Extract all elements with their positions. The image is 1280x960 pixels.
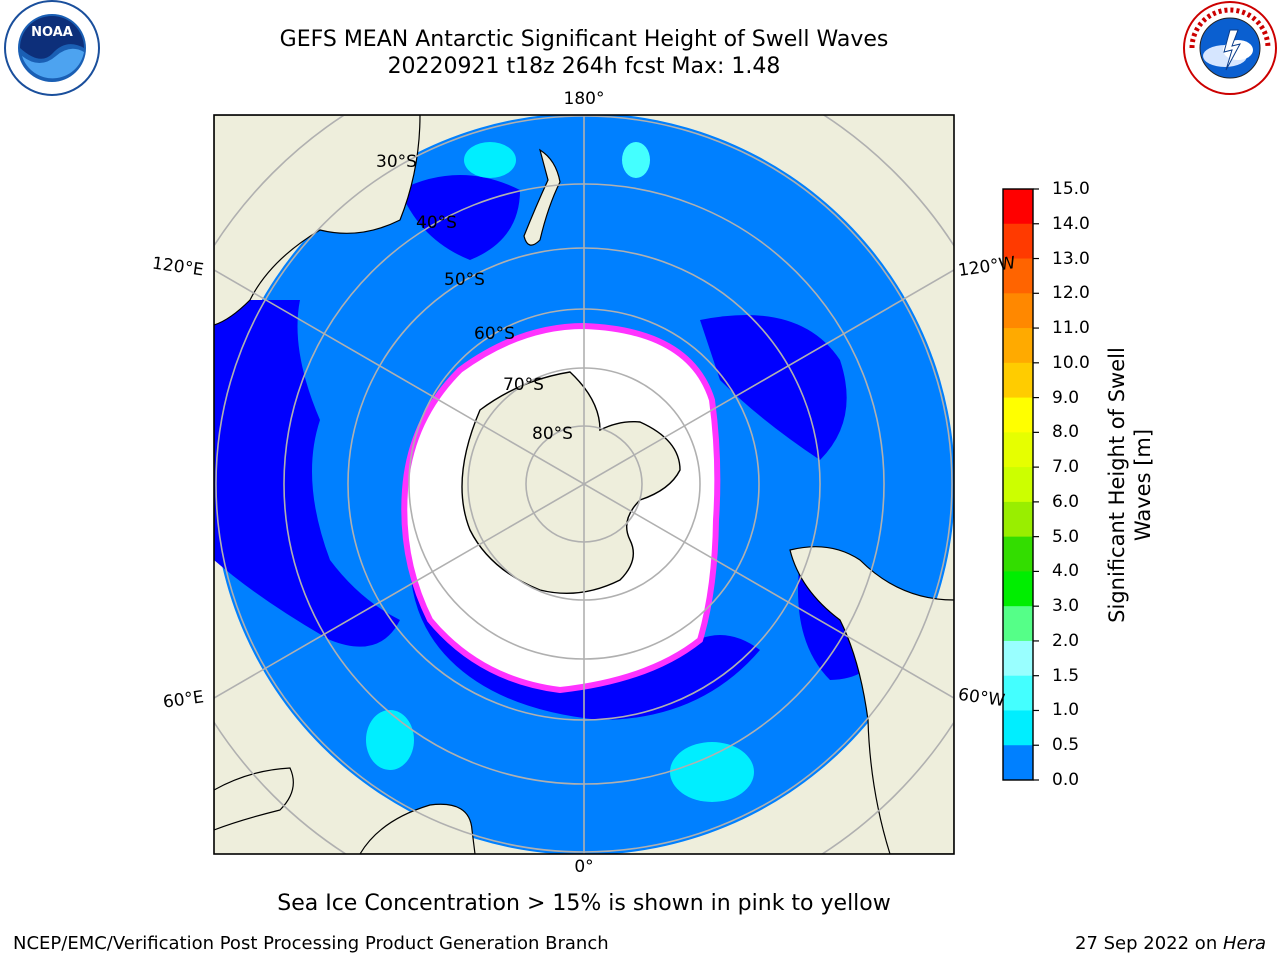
swell-patch-cyan-4 [622, 142, 650, 178]
colorbar-segment [1003, 571, 1033, 607]
chart-subtitle: 20220921 t18z 264h fcst Max: 1.48 [387, 54, 781, 79]
swell-patch-cyan-2 [366, 710, 414, 770]
label-parallel-60s: 60°S [474, 324, 515, 344]
label-parallel-40s: 40°S [416, 213, 457, 233]
low-swell-patch-north [400, 175, 520, 260]
land-australia [214, 115, 421, 326]
colorbar-tick-label: 14.0 [1052, 213, 1090, 234]
colorbar-tick-label: 7.0 [1052, 457, 1080, 478]
swell-patch-cyan-1 [670, 742, 754, 802]
colorbar-tick-label: 4.0 [1052, 561, 1080, 582]
colorbar-tick-label: 3.0 [1052, 596, 1080, 617]
colorbar-tick-label: 1.5 [1052, 665, 1080, 686]
sea-ice-note: Sea Ice Concentration > 15% is shown in … [277, 891, 891, 916]
colorbar-tick-label: 11.0 [1052, 318, 1090, 339]
colorbar-segment [1003, 293, 1033, 329]
label-meridian-180: 180° [563, 89, 605, 109]
colorbar-segment [1003, 745, 1033, 781]
map-frame [213, 114, 955, 855]
label-parallel-70s: 70°S [503, 375, 544, 395]
nws-logo [1183, 1, 1277, 95]
colorbar-segment [1003, 640, 1033, 677]
machine-name: Hera [1222, 933, 1266, 954]
colorbar-segment [1003, 675, 1033, 711]
colorbar-tick-label: 8.0 [1052, 422, 1080, 443]
colorbar-tick-label: 15.0 [1052, 179, 1090, 199]
colorbar-segment [1003, 258, 1033, 294]
colorbar-segment [1003, 223, 1033, 260]
land-madagascar [214, 767, 294, 831]
colorbar-segment [1003, 328, 1033, 364]
chart-title: GEFS MEAN Antarctic Significant Height o… [279, 27, 889, 52]
land-new-zealand [523, 148, 561, 246]
label-meridian-0: 0° [574, 857, 594, 877]
colorbar-tick-label: 0.5 [1052, 735, 1080, 756]
colorbar-tick-label: 0.0 [1052, 770, 1080, 790]
colorbar-segment [1003, 432, 1033, 468]
colorbar [1003, 188, 1039, 781]
credit-line: NCEP/EMC/Verification Post Processing Pr… [13, 933, 609, 954]
noaa-logo: NOAA [4, 0, 100, 96]
noaa-logo-text: NOAA [31, 25, 73, 40]
label-parallel-50s: 50°S [444, 270, 485, 290]
colorbar-tick-label: 6.0 [1052, 491, 1080, 512]
low-swell-patch-south [410, 560, 760, 720]
colorbar-segment [1003, 189, 1033, 225]
colorbar-frame [1002, 188, 1034, 781]
colorbar-tick-label: 5.0 [1052, 526, 1080, 547]
low-swell-patch-east [700, 315, 847, 460]
colorbar-segment [1003, 362, 1033, 399]
colorbar-segment [1003, 536, 1033, 572]
land-antarctica [461, 371, 681, 594]
label-parallel-30s: 30°S [376, 152, 417, 172]
colorbar-title: Significant Height of Swell Waves [m] [1105, 347, 1155, 623]
date-text: 27 Sep 2022 on [1075, 933, 1223, 954]
land-africa [359, 803, 476, 854]
low-swell-patch-west [214, 300, 400, 647]
date-stamp: 27 Sep 2022 on Hera [1075, 933, 1266, 954]
graticule [214, 115, 954, 854]
colorbar-segment [1003, 501, 1033, 538]
meridian-60e-120w [214, 269, 954, 699]
colorbar-tick-label: 2.0 [1052, 630, 1080, 651]
swell-patch-cyan-3 [464, 142, 516, 178]
colorbar-tick-label: 13.0 [1052, 248, 1090, 269]
colorbar-tick-label: 10.0 [1052, 352, 1090, 373]
label-parallel-80s: 80°S [532, 424, 573, 444]
colorbar-tick-label: 12.0 [1052, 283, 1090, 304]
colorbar-tick-label: 9.0 [1052, 387, 1080, 408]
colorbar-segment [1003, 467, 1033, 503]
colorbar-segment [1003, 397, 1033, 433]
colorbar-segment [1003, 710, 1033, 746]
colorbar-tick-label: 1.0 [1052, 700, 1080, 721]
colorbar-segment [1003, 606, 1033, 642]
